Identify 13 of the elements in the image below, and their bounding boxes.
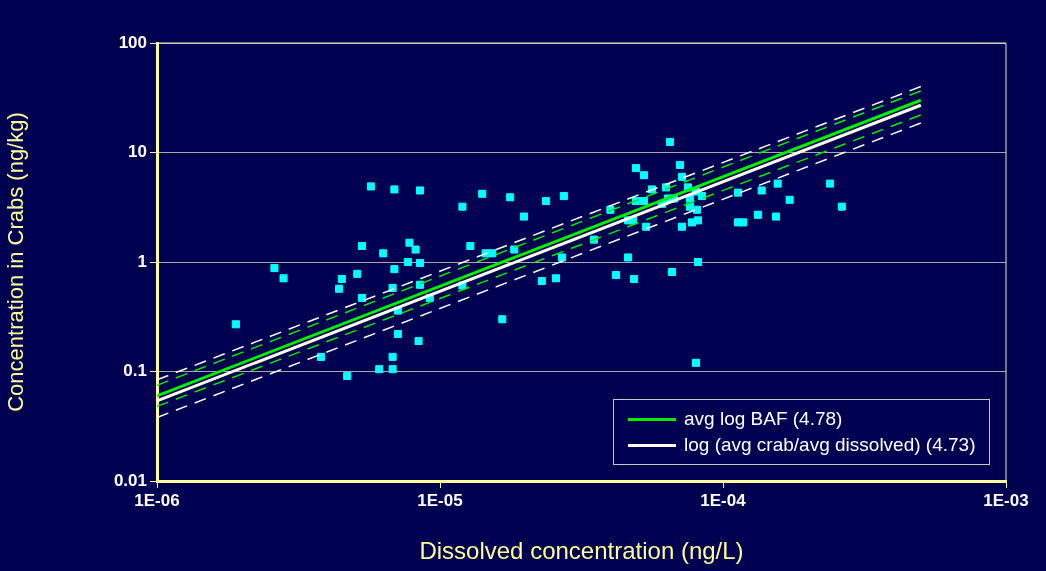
x-tick-label: 1E-05 (417, 490, 463, 510)
legend-label: avg log BAF (4.78) (684, 408, 843, 430)
legend-label: log (avg crab/avg dissolved) (4.73) (684, 434, 976, 456)
x-tick-label: 1E-06 (134, 490, 180, 510)
x-tick-label: 1E-03 (983, 490, 1029, 510)
y-tick-label: 100 (118, 32, 147, 52)
y-tick-label: 0.01 (113, 470, 147, 490)
x-axis-title: Dissolved concentration (ng/L) (419, 537, 744, 565)
x-tick-label: 1E-04 (700, 490, 747, 510)
y-tick-label: 0.1 (123, 361, 147, 381)
y-tick-label: 10 (128, 142, 147, 162)
y-axis-title: Concentration in Crabs (ng/kg) (3, 112, 29, 412)
y-tick-label: 1 (137, 251, 147, 271)
